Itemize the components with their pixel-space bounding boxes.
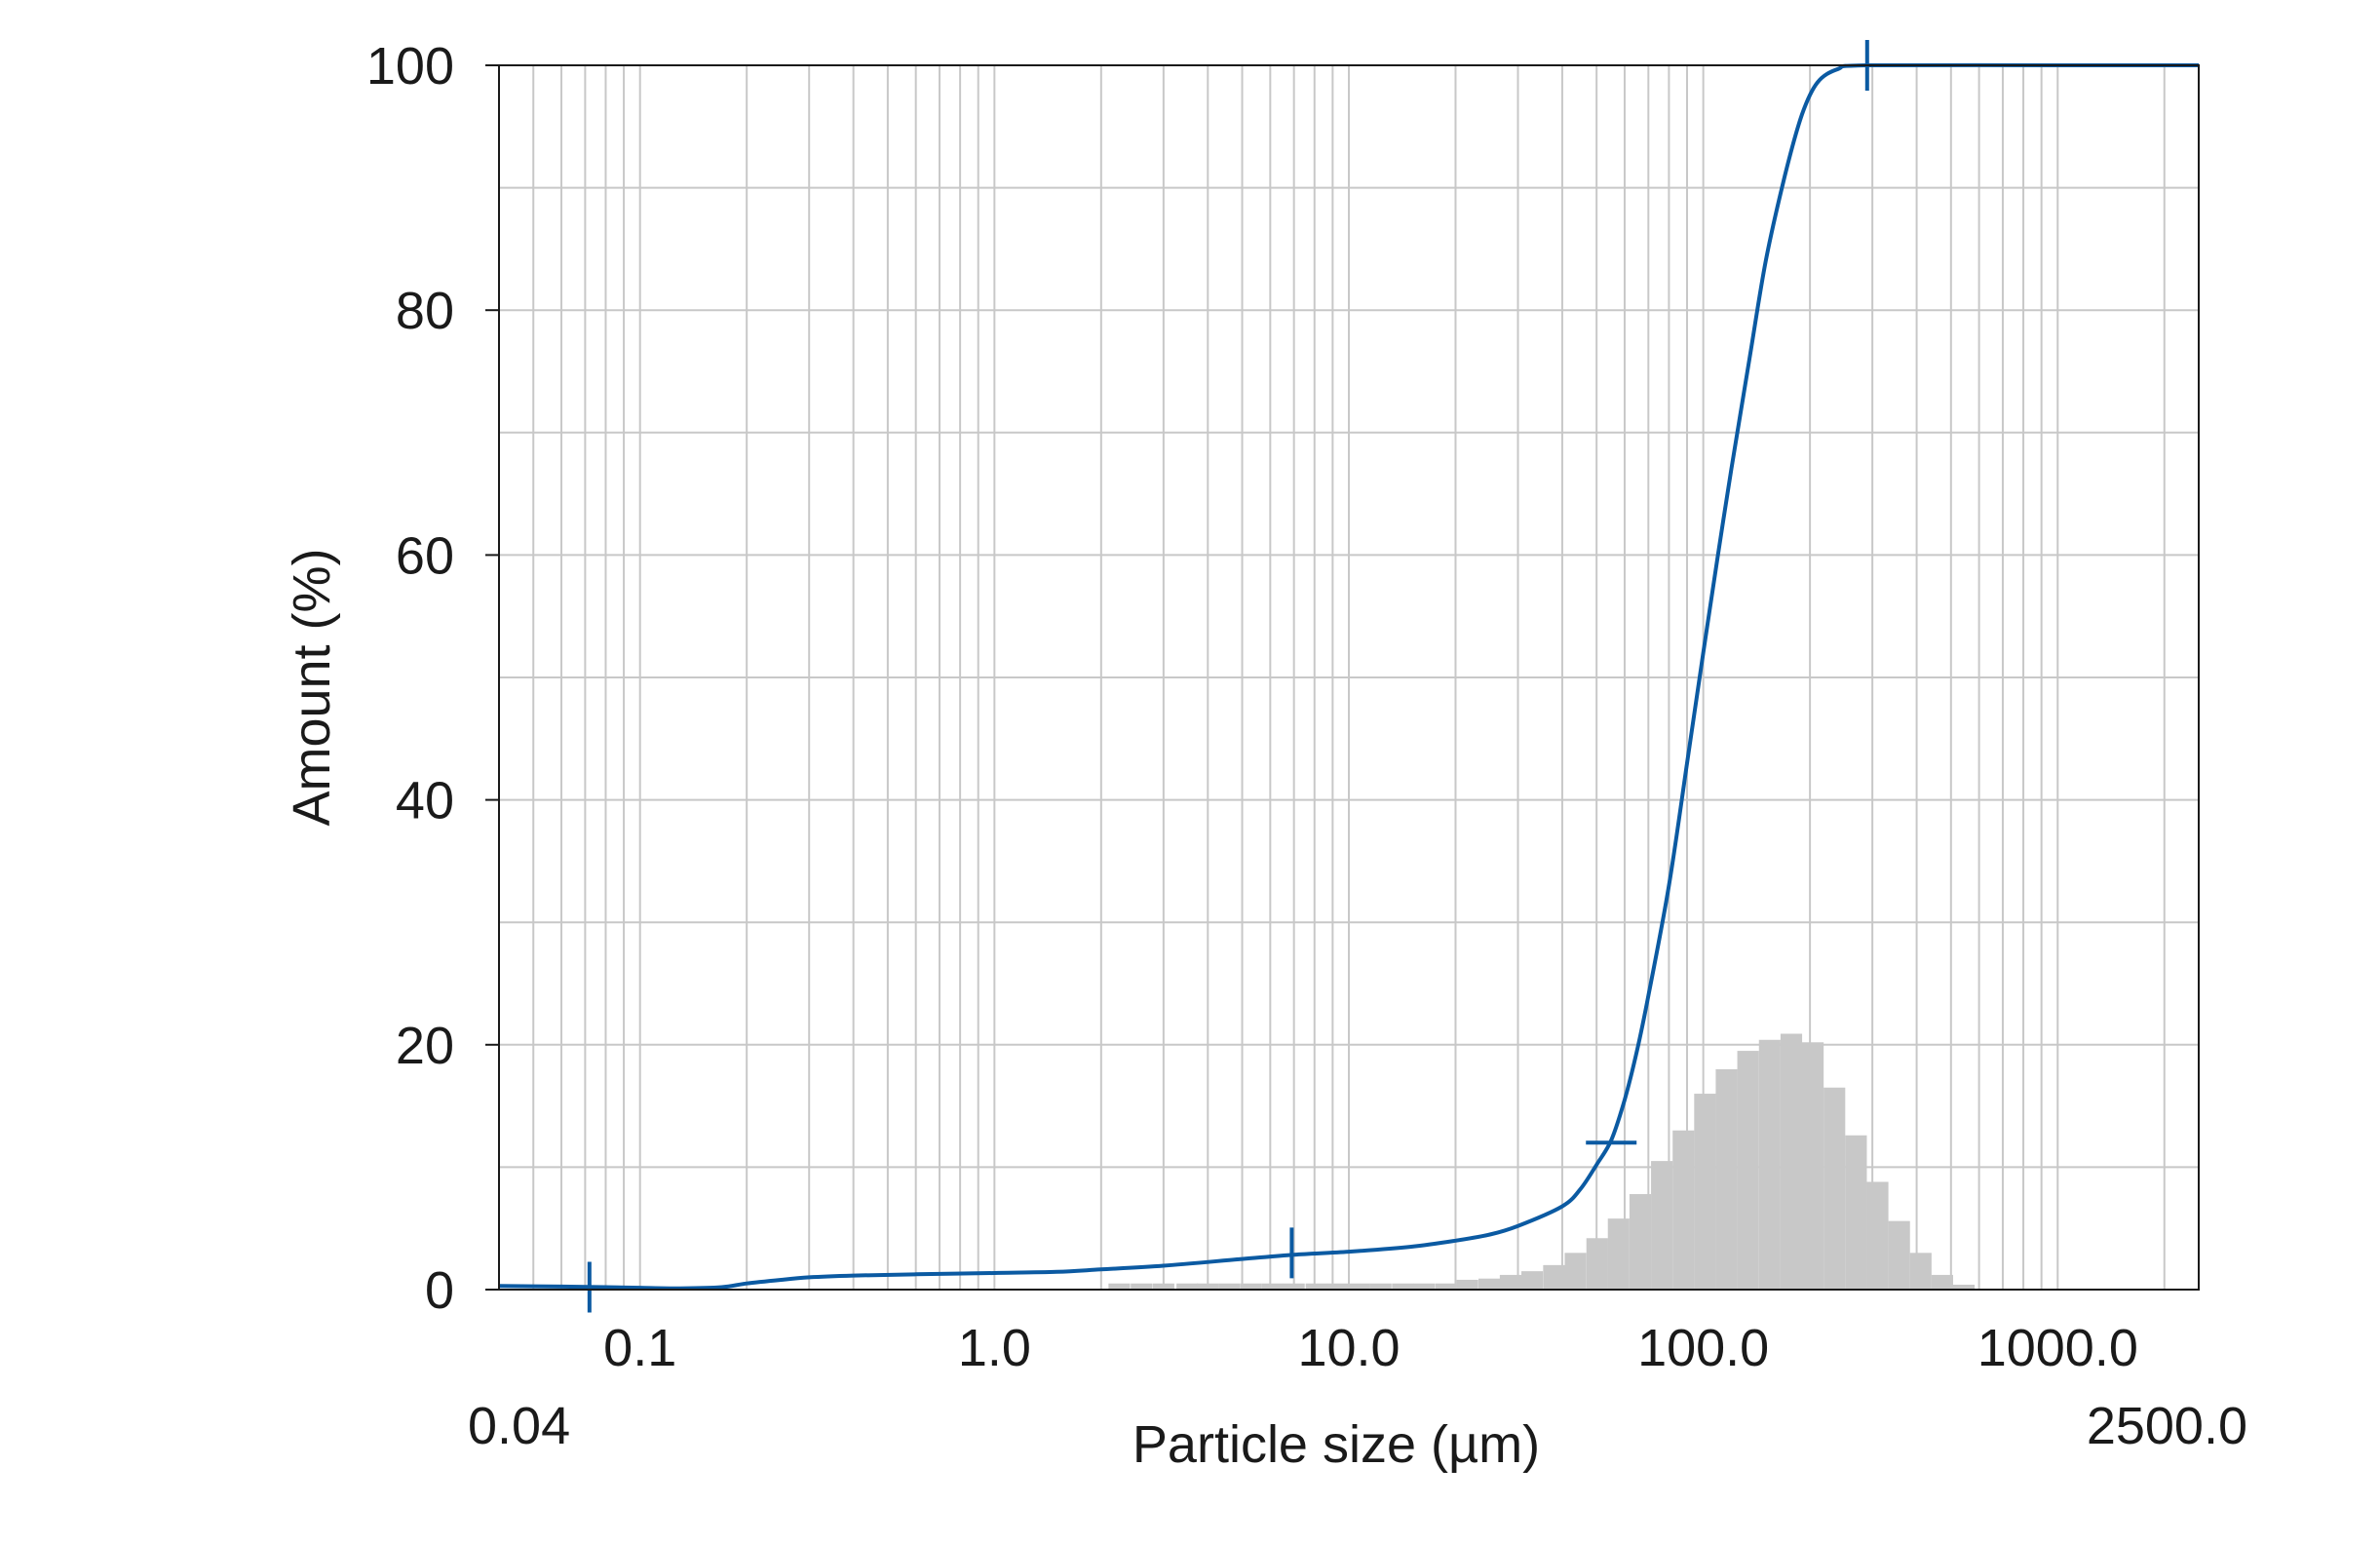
histogram-bar — [1651, 1161, 1673, 1290]
histogram-bar — [1305, 1283, 1327, 1290]
histogram-bar — [1802, 1042, 1824, 1290]
histogram-bar — [1672, 1130, 1695, 1290]
y-tick-label: 20 — [396, 1017, 454, 1075]
y-tick-labels: 0 20 40 60 80 100 — [366, 37, 499, 1320]
histogram-bar — [1564, 1253, 1587, 1290]
histogram-bar — [1845, 1135, 1867, 1290]
histogram-bar — [1909, 1253, 1932, 1290]
x-range-max-label: 2500.0 — [2087, 1397, 2247, 1455]
histogram-bar — [1694, 1094, 1716, 1290]
grid-lines — [499, 65, 2199, 1290]
histogram-bar — [1866, 1181, 1889, 1290]
histogram-bar — [1348, 1283, 1370, 1290]
y-tick-label: 80 — [396, 282, 454, 340]
histogram-bar — [1283, 1283, 1305, 1290]
histogram-bar — [1931, 1274, 1953, 1290]
histogram-bar — [1629, 1194, 1652, 1290]
histogram-bar — [1240, 1283, 1262, 1290]
y-tick-label: 40 — [396, 772, 454, 830]
x-range-min-label: 0.04 — [468, 1397, 570, 1455]
x-tick-labels: 0.1 1.0 10.0 100.0 1000.0 0.04 2500.0 — [468, 1319, 2247, 1455]
cumulative-line — [498, 62, 2199, 1291]
histogram-bar — [1543, 1264, 1565, 1290]
histogram-bar — [1737, 1051, 1759, 1290]
histogram-bar — [1758, 1039, 1781, 1290]
y-tick-label: 0 — [425, 1261, 454, 1320]
x-tick-label: 1.0 — [958, 1319, 1031, 1377]
histogram-bar — [1152, 1283, 1174, 1290]
histogram-bar — [1131, 1283, 1153, 1290]
histogram-bar — [1108, 1283, 1131, 1290]
cumulative-curve — [498, 62, 2199, 1291]
histogram-bar — [1952, 1284, 1976, 1290]
histogram-bar — [1780, 1033, 1803, 1290]
y-tick-label: 100 — [366, 37, 454, 96]
histogram-bar — [1176, 1283, 1199, 1290]
histogram-bar — [1261, 1283, 1285, 1290]
histogram-bar — [1197, 1283, 1219, 1290]
histogram-bar — [1823, 1087, 1846, 1290]
histogram-bar — [1326, 1283, 1349, 1290]
histogram-bar — [1521, 1271, 1544, 1290]
histogram-bar — [1715, 1068, 1738, 1290]
histogram-bar — [1586, 1238, 1608, 1290]
histogram-bar — [1218, 1283, 1241, 1290]
histogram-bar — [1607, 1218, 1630, 1290]
x-tick-label: 100.0 — [1637, 1319, 1769, 1377]
histogram-bar — [1888, 1220, 1910, 1290]
y-axis-title: Amount (%) — [283, 548, 341, 826]
histogram-bar — [1435, 1283, 1457, 1290]
histogram-bar — [1456, 1279, 1478, 1290]
x-tick-label: 1000.0 — [1977, 1319, 2138, 1377]
x-tick-label: 0.1 — [603, 1319, 676, 1377]
x-axis-title: Particle size (µm) — [1132, 1415, 1540, 1474]
histogram-bar — [1499, 1274, 1522, 1290]
histogram-bars — [1108, 1033, 1976, 1290]
x-tick-label: 10.0 — [1297, 1319, 1400, 1377]
histogram-bar — [1413, 1283, 1436, 1290]
histogram-bar — [1392, 1283, 1414, 1290]
percentile-markers — [587, 40, 1869, 1313]
y-tick-label: 60 — [396, 526, 454, 585]
histogram-bar — [1478, 1278, 1501, 1290]
histogram-bar — [1369, 1283, 1392, 1290]
plot-frame — [498, 64, 2200, 1291]
